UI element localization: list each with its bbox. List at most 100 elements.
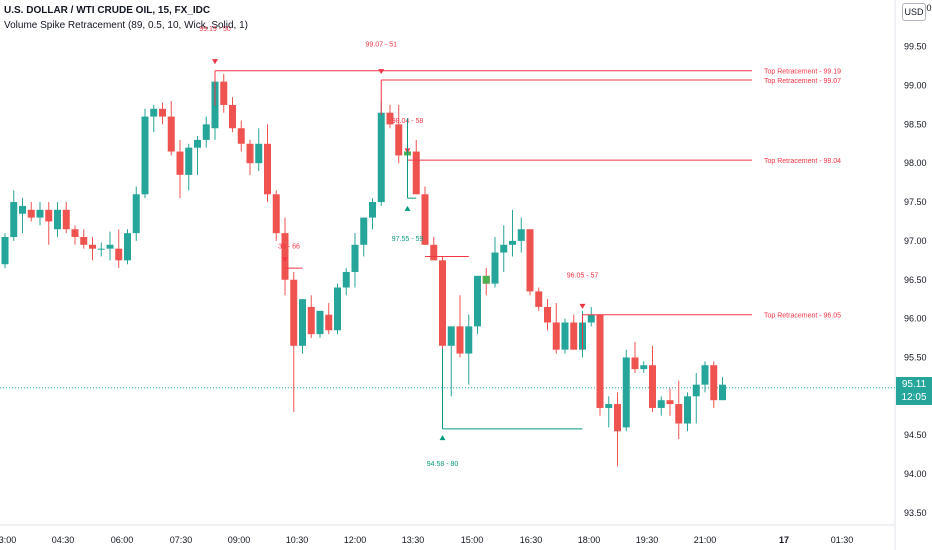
candle-body bbox=[395, 124, 403, 156]
candle-body bbox=[360, 217, 368, 245]
candle-body bbox=[369, 202, 376, 218]
candle-body bbox=[342, 271, 350, 288]
x-tick-label: 07:30 bbox=[170, 535, 193, 545]
candle-body bbox=[237, 128, 245, 144]
x-tick-label: 12:00 bbox=[344, 535, 367, 545]
y-tick-label: 99.00 bbox=[904, 81, 927, 91]
x-tick-label: 09:00 bbox=[228, 535, 251, 545]
y-tick-label: 98.50 bbox=[904, 119, 927, 129]
top-retracement-label: Top Retracement - 99.19 bbox=[764, 69, 841, 76]
bar-countdown-label: 12:05 bbox=[901, 392, 927, 403]
current-price-badge: 95.11 12:05 bbox=[896, 377, 932, 405]
candle-body bbox=[281, 233, 289, 280]
candle-body bbox=[377, 112, 385, 203]
top-retracement-marker: 99.07 - 51 bbox=[365, 42, 397, 49]
candle-body bbox=[45, 209, 53, 222]
candle-body bbox=[421, 194, 429, 245]
candle-body bbox=[412, 151, 420, 195]
candle-body bbox=[465, 326, 473, 354]
top-retracement-label: Top Retracement - 99.07 bbox=[764, 78, 841, 85]
candle-body bbox=[19, 205, 26, 214]
top-retracement-marker: 99.19 - 50 bbox=[199, 26, 231, 33]
candle-body bbox=[185, 147, 193, 175]
candle-body bbox=[544, 306, 551, 323]
x-tick-label: 06:00 bbox=[111, 535, 134, 545]
y-tick-label: 96.50 bbox=[904, 275, 927, 285]
candle-body bbox=[430, 244, 438, 261]
x-tick-label: 13:30 bbox=[402, 535, 425, 545]
candle-body bbox=[36, 209, 44, 218]
candle-body bbox=[97, 248, 105, 250]
short-top-marker: 39 - 66 bbox=[278, 244, 300, 251]
candle-body bbox=[202, 124, 210, 140]
candle-body bbox=[491, 252, 499, 284]
candle-body bbox=[474, 275, 481, 327]
candle-body bbox=[710, 365, 718, 401]
candle-body bbox=[666, 400, 674, 405]
candle-body bbox=[229, 104, 236, 129]
candle-body bbox=[526, 229, 534, 292]
candle-body bbox=[150, 108, 158, 117]
candle-body bbox=[719, 384, 726, 401]
x-tick-label: 04:30 bbox=[52, 535, 75, 545]
candle-body bbox=[1, 237, 9, 265]
y-tick-label: 98.00 bbox=[904, 158, 927, 168]
candle-body bbox=[325, 314, 333, 331]
current-price-label: 95.11 bbox=[901, 379, 927, 390]
candle-body bbox=[27, 209, 35, 218]
candle-body bbox=[351, 244, 359, 272]
candle-body bbox=[561, 322, 569, 350]
candle-body bbox=[517, 229, 525, 241]
candle-body bbox=[535, 291, 543, 307]
candle-body bbox=[141, 116, 149, 195]
candle-body bbox=[552, 322, 560, 350]
candle-body bbox=[622, 357, 630, 428]
candle-body bbox=[124, 233, 131, 261]
candle-body bbox=[334, 287, 341, 331]
x-tick-label: 03:00 bbox=[0, 535, 16, 545]
candle-body bbox=[299, 299, 306, 346]
candle-body bbox=[176, 151, 184, 175]
y-tick-label: 97.00 bbox=[904, 236, 927, 246]
x-tick-label: 10:30 bbox=[286, 535, 309, 545]
retracement-arrow-up bbox=[439, 435, 446, 441]
candle-body bbox=[684, 396, 691, 424]
candle-body bbox=[649, 365, 656, 408]
candle-body bbox=[640, 365, 648, 370]
y-tick-label: 99.50 bbox=[904, 42, 927, 52]
retracement-arrow-down bbox=[282, 257, 288, 263]
indicator-legend[interactable]: Volume Spike Retracement (89, 0.5, 10, W… bbox=[4, 20, 248, 31]
bottom-retracement-marker: 97.55 - 59 bbox=[392, 236, 424, 243]
candle-body bbox=[132, 194, 140, 234]
x-tick-label: 17 bbox=[779, 535, 789, 545]
symbol-title[interactable]: U.S. DOLLAR / WTI CRUDE OIL, 15, FX_IDC bbox=[4, 5, 211, 16]
x-tick-label: 15:00 bbox=[461, 535, 484, 545]
y-tick-label: 97.50 bbox=[904, 197, 927, 207]
candle-body bbox=[255, 143, 263, 164]
candle-body bbox=[167, 116, 175, 152]
currency-badge[interactable]: USD bbox=[902, 3, 926, 21]
candle-body bbox=[675, 404, 683, 424]
x-tick-label: 01:30 bbox=[831, 535, 854, 545]
candle-body bbox=[115, 248, 123, 261]
candle-body bbox=[701, 365, 709, 385]
candle-body bbox=[62, 209, 70, 230]
x-tick-label: 21:00 bbox=[694, 535, 717, 545]
candle-body bbox=[386, 112, 394, 125]
candle-body bbox=[570, 322, 578, 350]
retracement-arrow-down bbox=[378, 69, 385, 75]
candle-body bbox=[159, 108, 166, 117]
x-tick-label: 18:00 bbox=[578, 535, 601, 545]
top-retracement-label: Top Retracement - 98.04 bbox=[764, 158, 841, 165]
candle-body bbox=[692, 384, 700, 397]
bottom-retracement-marker: 94.58 - 80 bbox=[427, 461, 459, 468]
y-tick-label: 94.50 bbox=[904, 430, 927, 440]
candle-body bbox=[509, 240, 516, 245]
candle-body bbox=[264, 143, 271, 195]
candle-body bbox=[631, 357, 639, 370]
top-retracement-label: Top Retracement - 96.05 bbox=[764, 313, 841, 320]
top-retracement-marker: 96.05 - 57 bbox=[567, 272, 599, 279]
candle-body bbox=[605, 404, 613, 408]
